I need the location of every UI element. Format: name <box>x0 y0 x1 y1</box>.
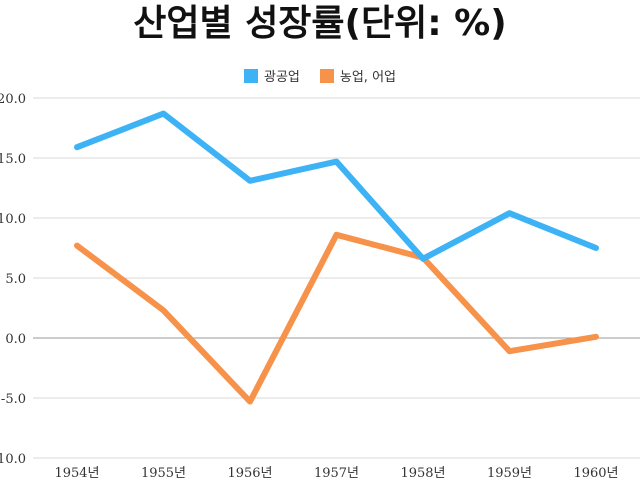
x-tick-label: 1954년 <box>54 466 99 480</box>
x-tick-label: 1960년 <box>573 466 618 480</box>
y-tick-label: 15.0 <box>0 152 26 167</box>
y-tick-label: 10.0 <box>0 212 26 227</box>
x-tick-label: 1958년 <box>400 466 445 480</box>
y-tick-label: -10.0 <box>0 452 26 467</box>
x-tick-label: 1956년 <box>227 466 272 480</box>
x-tick-label: 1955년 <box>141 466 186 480</box>
x-tick-label: 1959년 <box>487 466 532 480</box>
legend-swatch-mining <box>244 68 258 83</box>
y-tick-label: 5.0 <box>5 272 26 287</box>
legend-item-agriculture: 농업, 어업 <box>319 66 396 85</box>
series-line-agriculture <box>74 231 599 405</box>
x-tick-label: 1957년 <box>314 466 359 480</box>
legend-label: 광공업 <box>264 70 300 85</box>
y-tick-label: 20.0 <box>0 92 26 107</box>
legend-swatch-agriculture <box>319 68 334 83</box>
legend-item-mining: 광공업 <box>244 66 300 85</box>
legend-label: 농업, 어업 <box>339 70 396 85</box>
chart-title: 산업별 성장률(단위: %) <box>133 3 507 44</box>
y-tick-label: -5.0 <box>1 392 26 407</box>
legend: 광공업 농업, 어업 <box>0 66 640 85</box>
y-tick-label: 0.0 <box>5 332 26 347</box>
